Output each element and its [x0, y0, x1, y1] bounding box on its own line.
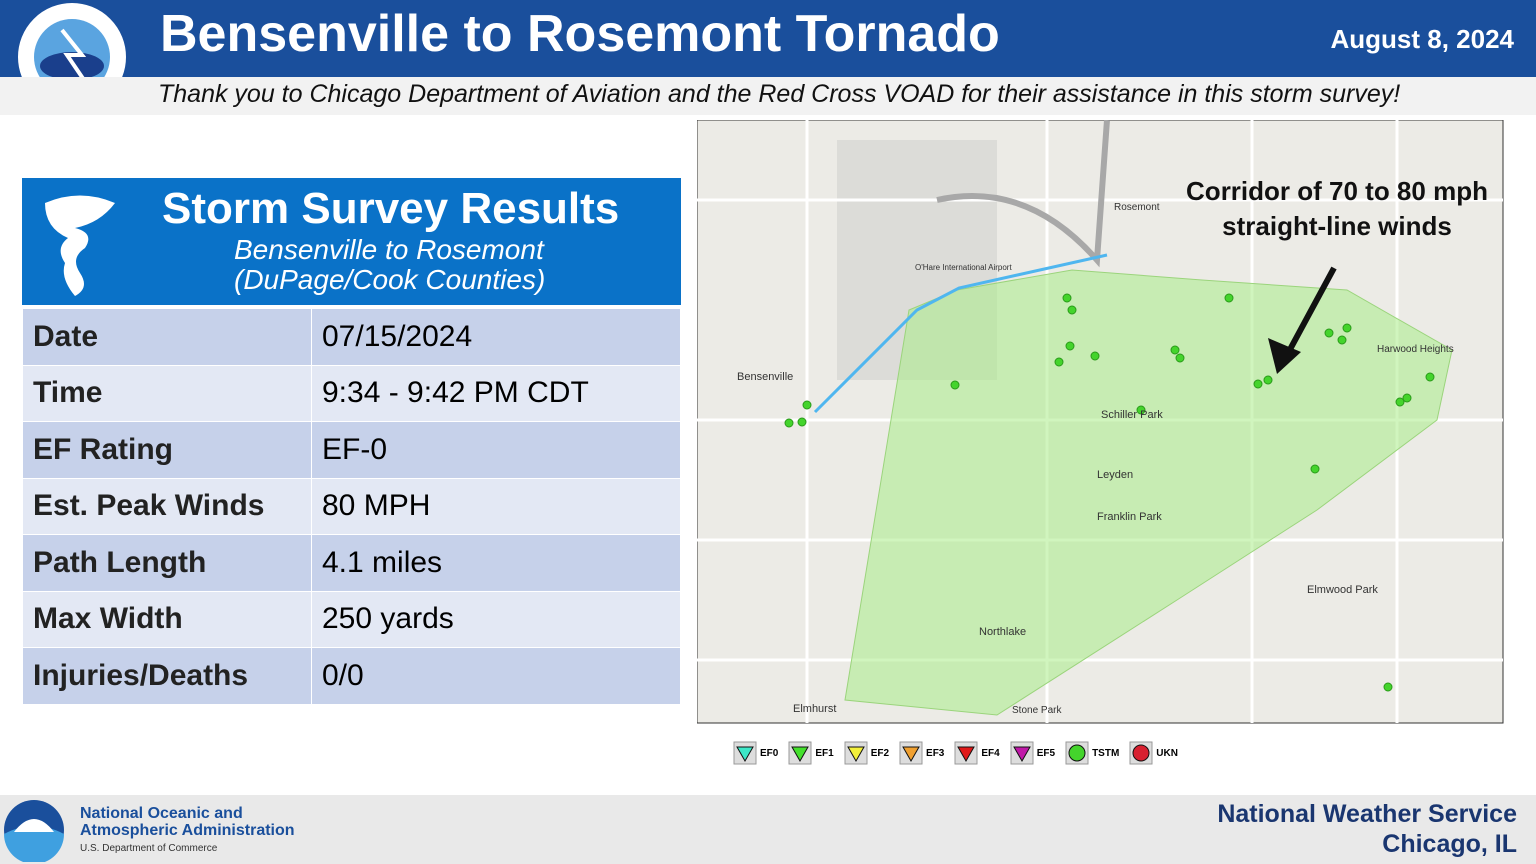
legend-icon: [1129, 741, 1153, 765]
nws-office: Chicago, IL: [1382, 830, 1517, 858]
legend-item: EF2: [844, 741, 889, 765]
legend-label: EF1: [815, 747, 834, 759]
date: August 8, 2024: [1330, 24, 1514, 54]
legend-label: UKN: [1156, 747, 1178, 759]
legend-symbol: [957, 746, 976, 763]
table-row: Injuries/Deaths 0/0: [22, 647, 681, 705]
row-value: 250 yards: [311, 590, 681, 648]
legend-item: EF1: [788, 741, 834, 765]
legend-symbol: [1012, 746, 1031, 763]
map-annotation: straight-line winds: [1222, 211, 1452, 241]
survey-header: Storm Survey Results Bensenville to Rose…: [22, 178, 681, 305]
place-label: Rosemont: [1114, 202, 1160, 213]
legend-item: EF5: [1010, 741, 1055, 765]
legend-icon: [954, 741, 978, 765]
noaa-name: Atmospheric Administration: [80, 822, 295, 839]
table-row: EF Rating EF-0: [22, 421, 681, 479]
subtitle-bar: [0, 77, 1536, 115]
tornado-icon: [45, 195, 115, 296]
survey-title: Storm Survey Results: [162, 184, 620, 233]
table-row: Path Length 4.1 miles: [22, 534, 681, 592]
row-label: Date: [22, 308, 312, 366]
place-label: Harwood Heights: [1377, 344, 1454, 355]
map-legend: EF0 EF1 EF2 EF3 EF4 EF5 TSTM UKN: [733, 740, 1178, 766]
place-label: Leyden: [1097, 469, 1133, 481]
survey-table: Date 07/15/2024 Time 9:34 - 9:42 PM CDT EF R…: [22, 308, 681, 705]
place-label: Schiller Park: [1101, 409, 1163, 421]
legend-item: EF4: [954, 741, 1000, 765]
legend-label: EF3: [926, 747, 945, 759]
place-label: Stone Park: [1012, 705, 1062, 716]
header-bar: [0, 0, 1536, 77]
subtitle: Thank you to Chicago Department of Aviat…: [158, 80, 1401, 108]
legend-icon: [844, 741, 868, 765]
legend-label: EF5: [1036, 747, 1056, 759]
legend-item: UKN: [1129, 741, 1178, 765]
map-annotation: Corridor of 70 to 80 mph: [1186, 176, 1488, 206]
table-row: Date 07/15/2024: [22, 308, 681, 366]
noaa-dept: U.S. Department of Commerce: [80, 843, 218, 854]
row-value: 0/0: [311, 647, 681, 705]
row-value: EF-0: [311, 421, 681, 479]
legend-symbol: [846, 746, 865, 763]
row-label: Path Length: [22, 534, 312, 592]
row-label: Injuries/Deaths: [22, 647, 312, 705]
survey-subtitle: Bensenville to Rosemont: [234, 234, 544, 265]
table-row: Est. Peak Winds 80 MPH: [22, 477, 681, 535]
place-label: Franklin Park: [1097, 511, 1162, 523]
legend-label: EF4: [981, 747, 1000, 759]
row-value: 4.1 miles: [311, 534, 681, 592]
row-value: 9:34 - 9:42 PM CDT: [311, 364, 681, 422]
place-label: Northlake: [979, 626, 1026, 638]
legend-symbol: [1132, 744, 1150, 762]
map: Bensenville Schiller Park Leyden Franklin P…: [697, 120, 1504, 724]
row-label: Max Width: [22, 590, 312, 648]
footer-bar: [0, 795, 1536, 864]
row-value: 80 MPH: [311, 477, 681, 535]
place-label: Elmwood Park: [1307, 584, 1378, 596]
legend-label: TSTM: [1092, 747, 1120, 759]
row-label: Est. Peak Winds: [22, 477, 312, 535]
legend-symbol: [736, 746, 754, 763]
title: Bensenville to Rosemont Tornado: [160, 5, 1000, 63]
row-value: 07/15/2024: [311, 308, 681, 366]
legend-item: EF0: [733, 741, 778, 765]
legend-symbol: [791, 746, 810, 763]
legend-icon: [733, 741, 757, 765]
legend-icon: [899, 741, 923, 765]
place-label: O'Hare International Airport: [915, 263, 1012, 272]
legend-symbol: [1068, 744, 1086, 762]
noaa-name: National Oceanic and: [80, 805, 243, 822]
table-row: Max Width 250 yards: [22, 590, 681, 648]
legend-label: EF0: [760, 747, 779, 759]
row-label: EF Rating: [22, 421, 312, 479]
survey-subtitle: (DuPage/Cook Counties): [234, 264, 546, 295]
place-label: Elmhurst: [793, 703, 836, 715]
legend-label: EF2: [870, 747, 890, 759]
place-label: Bensenville: [737, 371, 793, 383]
legend-icon: [788, 741, 812, 765]
row-label: Time: [22, 364, 312, 422]
legend-symbol: [902, 746, 920, 763]
legend-item: TSTM: [1065, 741, 1119, 765]
table-row: Time 9:34 - 9:42 PM CDT: [22, 364, 681, 422]
legend-item: EF3: [899, 741, 944, 765]
noaa-logo: [4, 800, 64, 862]
nws-name: National Weather Service: [1217, 800, 1517, 828]
legend-icon: [1065, 741, 1089, 765]
legend-icon: [1010, 741, 1034, 765]
